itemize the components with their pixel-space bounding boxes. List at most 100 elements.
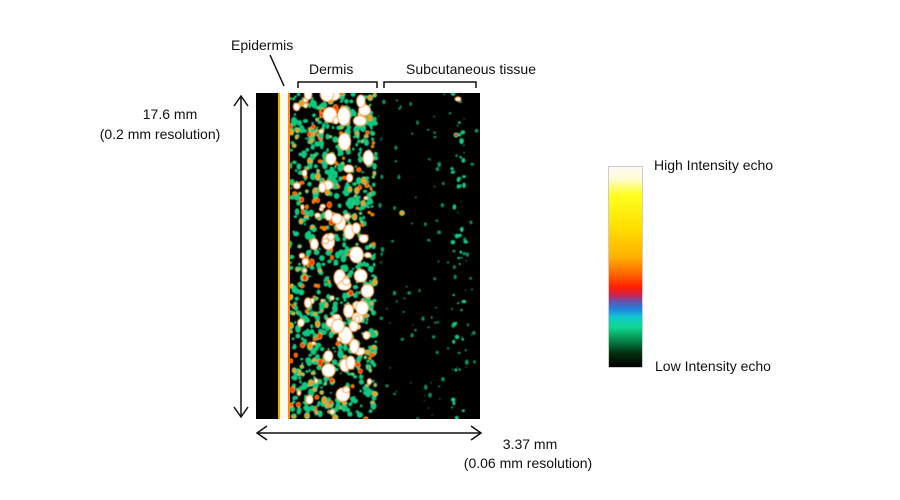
speckle [320, 386, 324, 389]
speckle [302, 119, 309, 123]
speckle [324, 276, 329, 282]
speckle [395, 99, 399, 102]
speckle [339, 344, 343, 348]
height-resolution-label: (0.2 mm resolution) [99, 126, 221, 142]
width-double-arrow [255, 425, 483, 441]
speckle [341, 98, 344, 101]
speckle [297, 318, 305, 328]
speckle [319, 255, 325, 262]
speckle [352, 267, 355, 271]
speckle [355, 300, 369, 316]
speckle [370, 359, 375, 365]
speckle [363, 134, 369, 139]
speckle [331, 125, 335, 130]
speckle [456, 184, 460, 189]
speckle [304, 177, 307, 181]
speckle [409, 102, 412, 106]
speckle [301, 169, 308, 178]
speckle [367, 205, 370, 209]
speckle [458, 121, 461, 124]
speckle [298, 244, 301, 247]
speckle [378, 202, 382, 208]
speckle [294, 321, 297, 324]
speckle [325, 123, 330, 129]
subcutaneous-label: Subcutaneous tissue [406, 61, 536, 77]
speckle [322, 225, 327, 230]
speckle [327, 347, 330, 351]
speckle [461, 337, 465, 341]
speckle [452, 401, 456, 406]
speckle [463, 118, 465, 120]
speckle [326, 201, 333, 209]
speckle [349, 246, 364, 264]
speckle [302, 401, 305, 404]
speckle [313, 378, 319, 384]
speckle [462, 175, 466, 179]
speckle [311, 121, 314, 125]
speckle [360, 284, 375, 299]
speckle [457, 351, 461, 355]
speckle [329, 392, 332, 394]
speckle [333, 193, 339, 199]
speckle [345, 173, 354, 183]
speckle [433, 131, 436, 134]
speckle [452, 204, 457, 210]
speckle [303, 214, 310, 220]
speckle [292, 102, 301, 112]
speckle [325, 133, 330, 140]
speckle [342, 277, 351, 286]
speckle [465, 252, 470, 257]
speckle [301, 257, 310, 266]
speckle [302, 340, 307, 345]
speckle [433, 115, 435, 118]
speckle [450, 93, 456, 97]
speckle [310, 172, 316, 181]
speckle [374, 151, 378, 156]
speckle [380, 252, 383, 256]
speckle [329, 409, 335, 415]
speckle [342, 236, 347, 242]
speckle [303, 102, 309, 109]
speckle [316, 404, 320, 407]
speckle [370, 200, 374, 204]
speckle [304, 189, 310, 194]
speckle [454, 334, 460, 340]
speckle [389, 322, 391, 324]
speckle [350, 401, 353, 404]
speckle [343, 299, 347, 302]
speckle [324, 209, 333, 221]
speckle [335, 161, 339, 166]
speckle [435, 350, 439, 355]
speckle [356, 94, 366, 108]
speckle [427, 157, 430, 160]
speckle [446, 261, 450, 264]
speckle [347, 372, 352, 376]
speckle [300, 150, 307, 159]
speckle [298, 376, 302, 380]
speckle [323, 376, 329, 382]
speckle [354, 165, 357, 168]
speckle [321, 363, 336, 378]
speckle [426, 128, 430, 131]
speckle [358, 211, 363, 216]
speckle [342, 249, 349, 255]
speckle [355, 291, 358, 294]
speckle [367, 364, 371, 369]
speckle [335, 402, 341, 410]
speckle [327, 259, 332, 264]
speckle [321, 159, 327, 167]
speckle [314, 172, 321, 181]
speckle [298, 252, 306, 259]
speckle [471, 288, 473, 291]
speckle [313, 249, 320, 256]
speckle [451, 307, 453, 310]
speckle [437, 230, 442, 235]
speckle [461, 409, 465, 413]
speckle [430, 381, 432, 384]
scan-speckle-field [256, 93, 480, 419]
speckle [368, 409, 373, 413]
speckle [315, 262, 322, 268]
speckle [313, 164, 318, 169]
speckle [355, 177, 362, 185]
speckle [344, 98, 349, 104]
